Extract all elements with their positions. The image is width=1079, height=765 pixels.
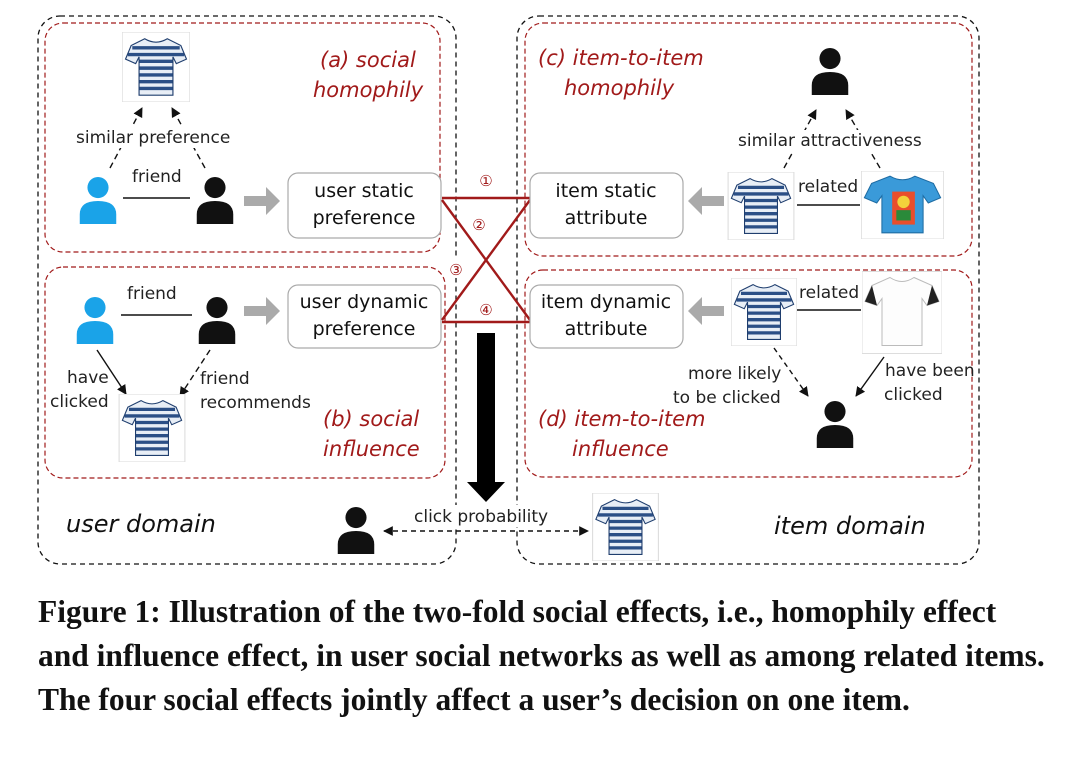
item-static-attribute-box [529, 172, 684, 239]
effect-number-4: ④ [479, 301, 492, 319]
click-probability-label: click probability [414, 507, 548, 527]
user-dynamic-label-2: preference [313, 318, 416, 340]
item-static-label-2: attribute [565, 207, 648, 229]
user-icon [79, 176, 117, 224]
more-likely-label-1: more likely [688, 364, 781, 384]
panel-c-title-2: homophily [564, 76, 675, 100]
panel-a-frame [44, 22, 441, 253]
user-domain-frame [37, 15, 457, 565]
striped-shirt-image-c [727, 172, 795, 240]
user-icon-b [76, 296, 114, 344]
striped-shirt-image-d [731, 278, 797, 346]
friend-user-icon-b [198, 296, 236, 344]
panel-d-title-2: influence [572, 437, 669, 461]
similar-preference-label: similar preference [76, 128, 230, 148]
white-shirt-image [862, 270, 942, 355]
gray-arrow-icon-b [244, 297, 280, 325]
panel-c-title-1: (c) item-to-item [538, 46, 704, 70]
effect-number-1: ① [479, 172, 492, 190]
have-label: have [67, 368, 109, 388]
item-domain-label: item domain [774, 512, 926, 540]
striped-shirt-image-bottom [592, 493, 659, 561]
have-been-clicked-arrow [855, 356, 885, 397]
have-been-label-2: clicked [884, 385, 943, 405]
gray-arrow-icon [244, 187, 280, 215]
panel-a-title-2: homophily [313, 78, 424, 102]
item-domain-frame [516, 15, 980, 565]
social-effects-diagram: (a) social homophily (b) social influenc… [37, 15, 980, 565]
figure-caption: Figure 1: Illustration of the two-fold s… [38, 594, 1045, 717]
related-label-c: related [798, 177, 858, 197]
friend-user-icon [196, 176, 234, 224]
have-been-label-1: have been [885, 361, 975, 381]
item-dynamic-label-2: attribute [565, 318, 648, 340]
related-label-d: related [799, 283, 859, 303]
panel-a-title-1: (a) social [320, 48, 416, 72]
item-static-label-1: item static [555, 180, 656, 202]
target-user-icon [811, 47, 849, 95]
friend-recommends-label-2: recommends [200, 393, 311, 413]
panel-b-title-1: (b) social [323, 407, 419, 431]
similar-attractiveness-label: similar attractiveness [738, 131, 922, 151]
more-likely-label-2: to be clicked [673, 388, 781, 408]
panel-b-title-2: influence [323, 437, 420, 461]
effect-number-2: ② [472, 216, 485, 234]
have-clicked-arrow [96, 349, 127, 395]
item-dynamic-label-1: item dynamic [541, 291, 671, 313]
clicked-label: clicked [50, 392, 109, 412]
panel-d-frame [524, 269, 973, 478]
panel-c-frame [524, 22, 973, 257]
striped-shirt-image-b [117, 394, 187, 462]
user-domain-label: user domain [66, 510, 216, 538]
more-likely-arrow [773, 347, 809, 397]
user-dynamic-preference-box [287, 284, 442, 349]
gray-arrow-icon-d [688, 297, 724, 325]
effect-number-3: ③ [449, 261, 462, 279]
striped-shirt-image [122, 32, 190, 102]
friend-label: friend [132, 167, 182, 187]
gray-arrow-icon-c [688, 187, 724, 215]
target-user-icon-bottom [337, 506, 375, 554]
user-static-label-2: preference [313, 207, 416, 229]
effect-connectors [441, 196, 531, 324]
user-static-preference-box [287, 172, 442, 239]
friend-recommends-arrow [179, 349, 211, 397]
item-dynamic-attribute-box [529, 284, 684, 349]
user-static-label-1: user static [314, 180, 414, 202]
user-dynamic-label-1: user dynamic [300, 291, 429, 313]
panel-d-title-1: (d) item-to-item [538, 407, 706, 431]
friend-recommends-label-1: friend [200, 369, 250, 389]
graphic-shirt-image [861, 171, 944, 239]
friend-label-b: friend [127, 284, 177, 304]
clicking-user-icon [816, 400, 854, 448]
down-arrow-icon [467, 333, 505, 502]
panel-b-frame [44, 266, 446, 479]
